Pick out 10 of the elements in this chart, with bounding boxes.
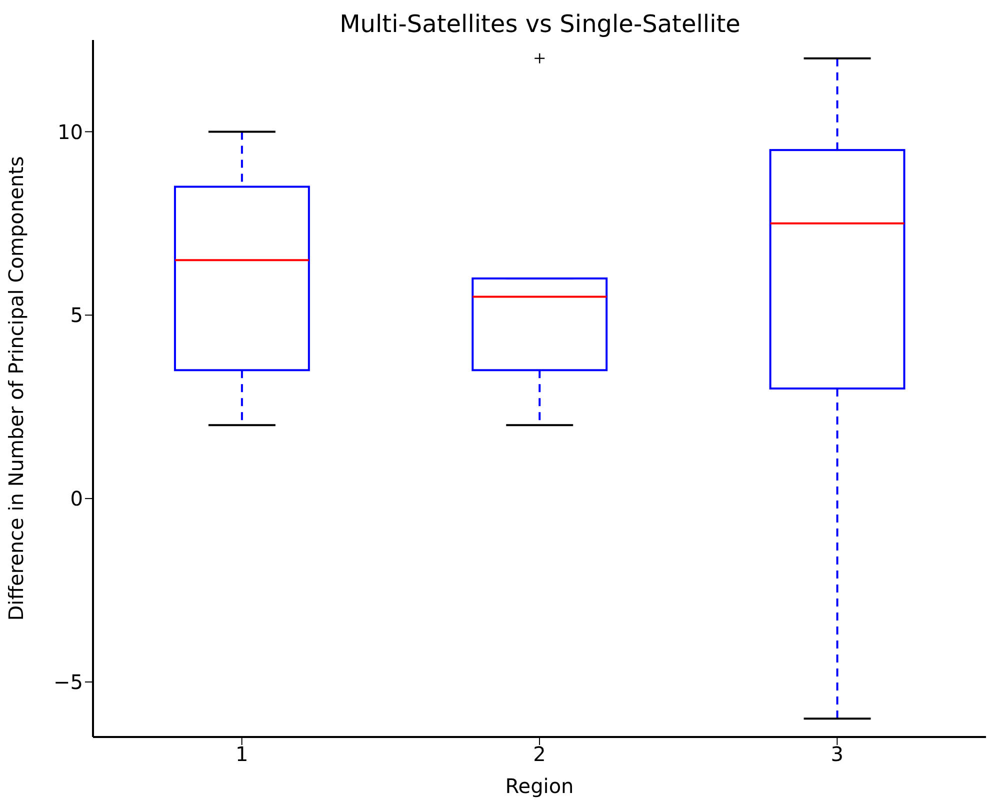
y-tick-label: −5: [54, 670, 83, 694]
y-axis-title: Difference in Number of Principal Components: [4, 156, 28, 621]
y-tick-label: 0: [70, 486, 83, 511]
chart-title: Multi-Satellites vs Single-Satellite: [338, 10, 742, 38]
x-axis-title: Region: [505, 774, 574, 798]
y-tick-label: 10: [58, 120, 83, 144]
y-tick-label: 5: [70, 303, 83, 328]
x-tick-label: 1: [235, 742, 248, 766]
x-tick-label: 3: [830, 742, 844, 766]
x-tick-label: 2: [533, 742, 546, 766]
